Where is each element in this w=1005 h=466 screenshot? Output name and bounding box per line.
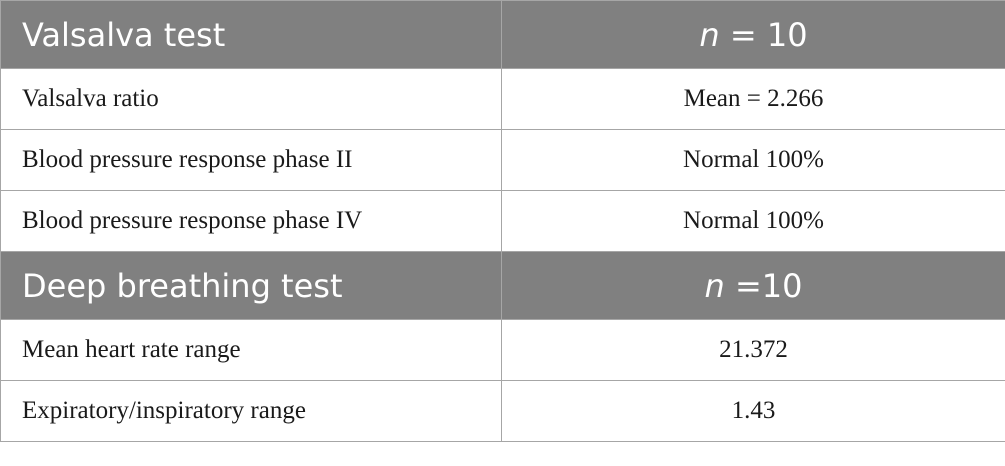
table-row: Valsalva ratio Mean = 2.266: [0, 68, 1005, 130]
row-value: Normal 100%: [501, 190, 1005, 252]
results-table: Valsalva test n = 10 Valsalva ratio Mean…: [0, 0, 1005, 442]
row-label: Mean heart rate range: [0, 319, 502, 381]
section-header-valsalva: Valsalva test n = 10: [0, 0, 1005, 69]
row-label: Blood pressure response phase II: [0, 129, 502, 191]
section-title: Valsalva test: [0, 0, 502, 69]
section-title: Deep breathing test: [0, 251, 502, 320]
sample-size-variable: n: [704, 266, 725, 305]
row-value: 1.43: [501, 380, 1005, 442]
row-label: Valsalva ratio: [0, 68, 502, 130]
table-row: Expiratory/inspiratory range 1.43: [0, 380, 1005, 442]
sample-size-value: =10: [724, 266, 803, 305]
table-row: Mean heart rate range 21.372: [0, 319, 1005, 381]
row-value: Normal 100%: [501, 129, 1005, 191]
row-label: Blood pressure response phase IV: [0, 190, 502, 252]
table-row: Blood pressure response phase IV Normal …: [0, 190, 1005, 252]
row-value: 21.372: [501, 319, 1005, 381]
sample-size: n = 10: [501, 0, 1005, 69]
sample-size: n =10: [501, 251, 1005, 320]
row-value: Mean = 2.266: [501, 68, 1005, 130]
sample-size-value: = 10: [719, 15, 808, 54]
row-label: Expiratory/inspiratory range: [0, 380, 502, 442]
table-row: Blood pressure response phase II Normal …: [0, 129, 1005, 191]
sample-size-variable: n: [699, 15, 720, 54]
section-header-deep-breathing: Deep breathing test n =10: [0, 251, 1005, 320]
